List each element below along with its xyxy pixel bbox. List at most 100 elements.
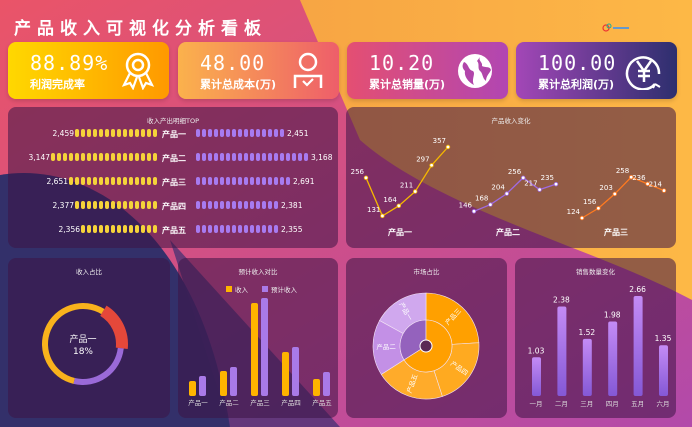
data-point [429, 163, 434, 168]
data-point [629, 174, 634, 180]
capsule-bar-left [105, 201, 109, 209]
category-label: 产品一 [188, 398, 208, 407]
capsule-bar-right [220, 153, 224, 161]
capsule-bar-right [274, 225, 278, 233]
value-label-right: 2,451 [287, 129, 309, 138]
panel-title: 预计收入对比 [238, 268, 278, 276]
capsule-bar-left [87, 177, 91, 185]
category-label: 产品四 [281, 398, 301, 407]
capsule-bar-right [262, 153, 266, 161]
capsule-bar-right [280, 153, 284, 161]
capsule-bar-left [117, 177, 121, 185]
category-label: 产品一 [162, 129, 186, 139]
capsule-bar-right [256, 225, 260, 233]
award-icon [121, 52, 155, 90]
capsule-bar-right [286, 177, 290, 185]
data-label: 168 [475, 195, 488, 203]
capsule-bar-right [268, 129, 272, 137]
capsule-bar-left [93, 201, 97, 209]
value-label: 1.03 [528, 346, 545, 355]
capsule-bar-left [111, 225, 115, 233]
category-label: 三月 [580, 400, 593, 408]
capsule-bar-right [274, 201, 278, 209]
capsule-bar-left [111, 177, 115, 185]
bar [282, 352, 289, 396]
category-label: 产品四 [162, 201, 186, 211]
capsule-bar-left [117, 153, 121, 161]
data-point [445, 144, 451, 150]
capsule-bar-left [141, 201, 145, 209]
segment-label: 产品二 [376, 342, 396, 352]
bar [261, 298, 268, 396]
series-line [581, 176, 665, 219]
panel-market-share: 市场占比 产品三 产品四 产品五 产品二 产品一 [346, 258, 507, 418]
capsule-bar-left [153, 153, 157, 161]
capsule-bar-right [220, 225, 224, 233]
donut-segment [42, 303, 105, 384]
data-label: 214 [649, 181, 663, 189]
capsule-bar-right [226, 201, 230, 209]
panel-revenue-change: 产品收入变化 256 131 164 211 297 357 产品一 146 168 204 256… [346, 107, 676, 248]
capsule-bar-right [208, 225, 212, 233]
capsule-bar-right [232, 153, 236, 161]
capsule-bar-right [214, 201, 218, 209]
category-label: 产品一 [388, 227, 412, 237]
value-label-right: 2,381 [281, 201, 303, 210]
capsule-bar-right [226, 129, 230, 137]
capsule-bar-left [147, 177, 151, 185]
capsule-bar-right [298, 153, 302, 161]
capsule-bar-right [238, 225, 242, 233]
data-point [612, 191, 617, 197]
category-label: 五月 [631, 400, 644, 408]
data-point [520, 175, 526, 180]
capsule-bar-left [117, 129, 121, 137]
capsule-bar-left [87, 153, 91, 161]
capsule-bar-left [123, 129, 127, 137]
value-label: 2.38 [553, 296, 570, 305]
capsule-bar-left [135, 129, 139, 137]
capsule-bar-right [220, 177, 224, 185]
kpi-value: 88.89% [30, 51, 109, 75]
value-label: 2.66 [629, 285, 646, 294]
capsule-bar-right [292, 153, 296, 161]
capsule-bar-right [250, 225, 254, 233]
capsule-bar-right [244, 177, 248, 185]
capsule-bar-right [196, 225, 200, 233]
capsule-bar-left [93, 177, 97, 185]
capsule-bar-right [256, 201, 260, 209]
capsule-bar-right [232, 225, 236, 233]
capsule-bar-left [135, 177, 139, 185]
capsule-bar-left [141, 129, 145, 137]
data-label: 124 [567, 208, 581, 216]
capsule-bar-left [105, 177, 109, 185]
capsule-bar-right [268, 177, 272, 185]
capsule-bar-right [208, 129, 212, 137]
value-label-left: 3,147 [29, 153, 51, 162]
capsule-bar-right [256, 129, 260, 137]
capsule-bar-left [81, 153, 85, 161]
panel-forecast-compare: 预计收入对比 收入 预计收入 产品一 产品二 产品三 产品四 产品五 [178, 258, 338, 418]
capsule-bar-right [202, 129, 206, 137]
capsule-bar-right [262, 177, 266, 185]
capsule-bar-right [262, 225, 266, 233]
data-point [380, 213, 385, 219]
bar [230, 367, 237, 396]
kpi-label: 累计总利润(万) [538, 78, 615, 91]
value-label: 1.52 [578, 328, 595, 337]
capsule-bar-left [129, 129, 133, 137]
capsule-bar-right [262, 201, 266, 209]
capsule-bar-left [81, 177, 85, 185]
capsule-bar-left [141, 177, 145, 185]
capsule-bar-right [232, 177, 236, 185]
data-point [553, 181, 559, 187]
capsule-bar-right [250, 201, 254, 209]
capsule-bar-right [232, 129, 236, 137]
category-label: 产品三 [162, 177, 186, 187]
data-point [645, 181, 650, 187]
series-line [365, 146, 449, 217]
data-point [579, 215, 585, 221]
capsule-bar-right [238, 153, 242, 161]
capsule-bar-left [111, 201, 115, 209]
data-label: 235 [541, 174, 554, 182]
